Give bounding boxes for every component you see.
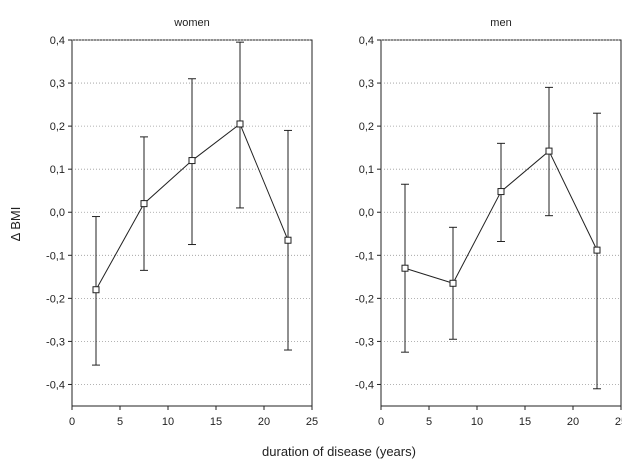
y-tick-label: 0,1 (50, 164, 65, 176)
y-tick-label: -0,4 (46, 379, 65, 391)
x-tick-label: 15 (210, 416, 222, 428)
y-tick-label: 0,2 (359, 121, 374, 133)
x-tick-label: 25 (615, 416, 622, 428)
data-point (93, 287, 99, 293)
data-point (189, 158, 195, 164)
y-tick-label: -0,3 (46, 336, 65, 348)
chart-panel-men: men 0,4 0,3 0,2 0,1 0,0 -0,1 -0,2 -0,3 -0,4 0 5 10 1… (355, 17, 622, 428)
y-tick-label: 0,3 (359, 78, 374, 90)
y-tick-label: 0,0 (359, 207, 374, 219)
y-tick-label: -0,2 (355, 293, 374, 305)
y-tick-label: -0,2 (46, 293, 65, 305)
y-tick-label: 0,3 (50, 78, 65, 90)
x-axis-label: duration of disease (years) (262, 444, 416, 459)
panel-title-women: women (173, 17, 209, 29)
y-tick-label: 0,4 (50, 35, 65, 47)
chart-panel-women: women 0,4 0,3 0,2 0,1 0,0 -0,1 -0,2 -0,3 -0,4 0 5 1… (46, 17, 318, 428)
x-tick-label: 0 (378, 416, 384, 428)
x-tick-label: 5 (426, 416, 432, 428)
y-tick-label: -0,4 (355, 379, 374, 391)
y-tick-label: 0,0 (50, 207, 65, 219)
x-tick-label: 0 (69, 416, 75, 428)
data-point (546, 148, 552, 154)
x-tick-label: 15 (519, 416, 531, 428)
x-tick-label: 10 (471, 416, 483, 428)
x-tick-label: 20 (258, 416, 270, 428)
y-axis-label: Δ BMI (8, 207, 23, 242)
x-tick-label: 20 (567, 416, 579, 428)
y-tick-label: 0,1 (359, 164, 374, 176)
panel-title-men: men (490, 17, 511, 29)
data-point (402, 265, 408, 271)
y-tick-label: -0,1 (355, 250, 374, 262)
data-point (498, 189, 504, 195)
data-point (141, 201, 147, 207)
x-tick-label: 10 (162, 416, 174, 428)
y-tick-label: 0,2 (50, 121, 65, 133)
data-point (594, 247, 600, 253)
data-point (450, 280, 456, 286)
x-tick-label: 25 (306, 416, 318, 428)
y-tick-label: -0,1 (46, 250, 65, 262)
y-tick-label: 0,4 (359, 35, 374, 47)
y-tick-label: -0,3 (355, 336, 374, 348)
x-tick-label: 5 (117, 416, 123, 428)
data-point (285, 237, 291, 243)
data-point (237, 121, 243, 127)
